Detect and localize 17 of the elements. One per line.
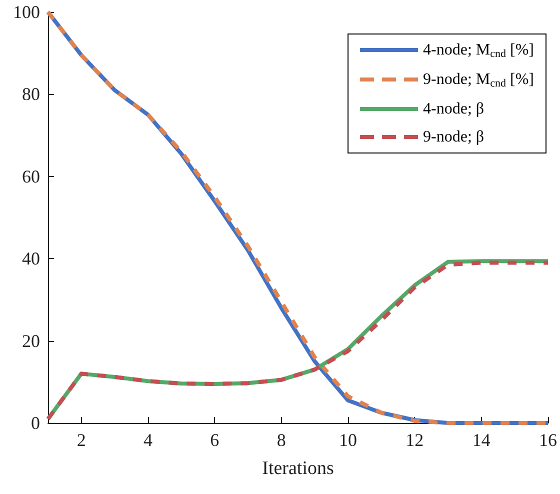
x-tick-label: 8 — [276, 430, 286, 450]
x-tick-label: 4 — [144, 430, 152, 450]
y-tick-label: 100 — [13, 2, 40, 22]
y-tick-label: 40 — [22, 248, 40, 269]
x-tick-label: 14 — [472, 430, 490, 450]
x-tick-label: 10 — [339, 430, 357, 450]
x-tick-label: 6 — [210, 430, 220, 450]
y-tick-label: 60 — [22, 166, 40, 186]
y-tick-label: 0 — [31, 413, 40, 433]
x-axis-title: Iterations — [262, 458, 334, 479]
x-tick-label: 12 — [406, 430, 424, 450]
x-tick-label: 16 — [539, 430, 557, 450]
x-tick-label: 2 — [76, 430, 86, 450]
y-tick-label: 80 — [22, 84, 40, 104]
y-tick-label: 20 — [22, 330, 40, 351]
legend-label: 4-node; β — [423, 100, 484, 118]
legend-label: 9-node; β — [423, 128, 484, 146]
